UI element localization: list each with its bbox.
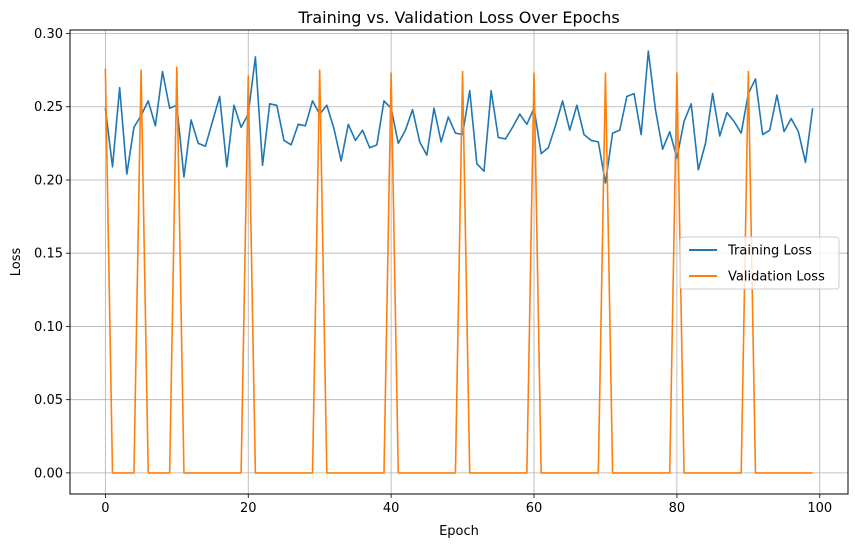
y-tick-label: 0.10 [34,320,63,335]
y-axis-label: Loss [9,248,24,277]
x-tick-label: 60 [526,501,543,516]
x-axis-label: Epoch [439,524,479,539]
legend: Training Loss Validation Loss [679,236,840,290]
legend-box [679,236,840,290]
plot-area-frame [69,29,849,495]
y-tick-label: 0.30 [34,27,63,42]
chart-title: Training vs. Validation Loss Over Epochs [297,8,619,27]
x-tick-label: 80 [669,501,686,516]
y-tick-label: 0.25 [34,100,63,115]
x-tick-label: 40 [383,501,400,516]
legend-label-training-loss: Training Loss [727,244,812,259]
legend-label-validation-loss: Validation Loss [728,270,825,285]
axis-ticks: 0 20 40 60 80 100 0.00 0.05 0.10 0.15 0.20 0.25 0.30 [34,27,832,516]
y-tick-label: 0.15 [34,247,63,262]
x-tick-label: 0 [101,501,109,516]
x-tick-label: 100 [807,501,832,516]
series-layer [104,50,814,474]
y-tick-label: 0.05 [34,393,63,408]
y-tick-label: 0.20 [34,173,63,188]
series-line-validation-loss [104,66,813,474]
series-line-training-loss [104,50,814,184]
y-tick-label: 0.00 [34,466,63,481]
x-tick-label: 20 [240,501,257,516]
